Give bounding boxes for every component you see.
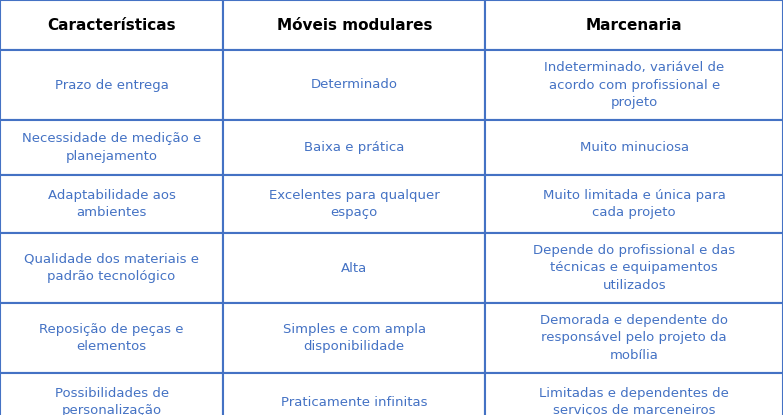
- Bar: [223, 120, 485, 175]
- Text: Demorada e dependente do
responsável pelo projeto da
mobília: Demorada e dependente do responsável pel…: [540, 314, 728, 362]
- Bar: [223, 303, 485, 373]
- Text: Adaptabilidade aos
ambientes: Adaptabilidade aos ambientes: [48, 189, 175, 219]
- Bar: [0, 233, 223, 303]
- Text: Móveis modulares: Móveis modulares: [276, 17, 432, 32]
- Text: Marcenaria: Marcenaria: [586, 17, 683, 32]
- Bar: [485, 120, 783, 175]
- Text: Determinado: Determinado: [311, 78, 398, 91]
- Bar: [485, 175, 783, 233]
- Bar: [485, 233, 783, 303]
- Bar: [0, 50, 223, 120]
- Text: Muito limitada e única para
cada projeto: Muito limitada e única para cada projeto: [543, 189, 726, 219]
- Bar: [223, 0, 485, 50]
- Bar: [0, 120, 223, 175]
- Bar: [223, 50, 485, 120]
- Text: Excelentes para qualquer
espaço: Excelentes para qualquer espaço: [269, 189, 440, 219]
- Text: Prazo de entrega: Prazo de entrega: [55, 78, 168, 91]
- Text: Simples e com ampla
disponibilidade: Simples e com ampla disponibilidade: [283, 323, 426, 353]
- Bar: [223, 175, 485, 233]
- Text: Praticamente infinitas: Praticamente infinitas: [281, 395, 428, 408]
- Text: Indeterminado, variável de
acordo com profissional e
projeto: Indeterminado, variável de acordo com pr…: [544, 61, 724, 109]
- Text: Depende do profissional e das
técnicas e equipamentos
utilizados: Depende do profissional e das técnicas e…: [533, 244, 735, 292]
- Text: Necessidade de medição e
planejamento: Necessidade de medição e planejamento: [22, 132, 201, 163]
- Text: Possibilidades de
personalização: Possibilidades de personalização: [55, 387, 168, 415]
- Bar: [223, 373, 485, 415]
- Text: Alta: Alta: [341, 261, 367, 274]
- Text: Limitadas e dependentes de
serviços de marceneiros: Limitadas e dependentes de serviços de m…: [539, 387, 729, 415]
- Bar: [223, 233, 485, 303]
- Text: Qualidade dos materiais e
padrão tecnológico: Qualidade dos materiais e padrão tecnoló…: [24, 253, 199, 283]
- Text: Muito minuciosa: Muito minuciosa: [579, 141, 689, 154]
- Bar: [0, 0, 223, 50]
- Bar: [485, 50, 783, 120]
- Text: Reposição de peças e
elementos: Reposição de peças e elementos: [39, 323, 184, 353]
- Bar: [0, 303, 223, 373]
- Bar: [0, 373, 223, 415]
- Bar: [0, 175, 223, 233]
- Bar: [485, 303, 783, 373]
- Text: Baixa e prática: Baixa e prática: [304, 141, 405, 154]
- Bar: [485, 0, 783, 50]
- Bar: [485, 373, 783, 415]
- Text: Características: Características: [47, 17, 176, 32]
